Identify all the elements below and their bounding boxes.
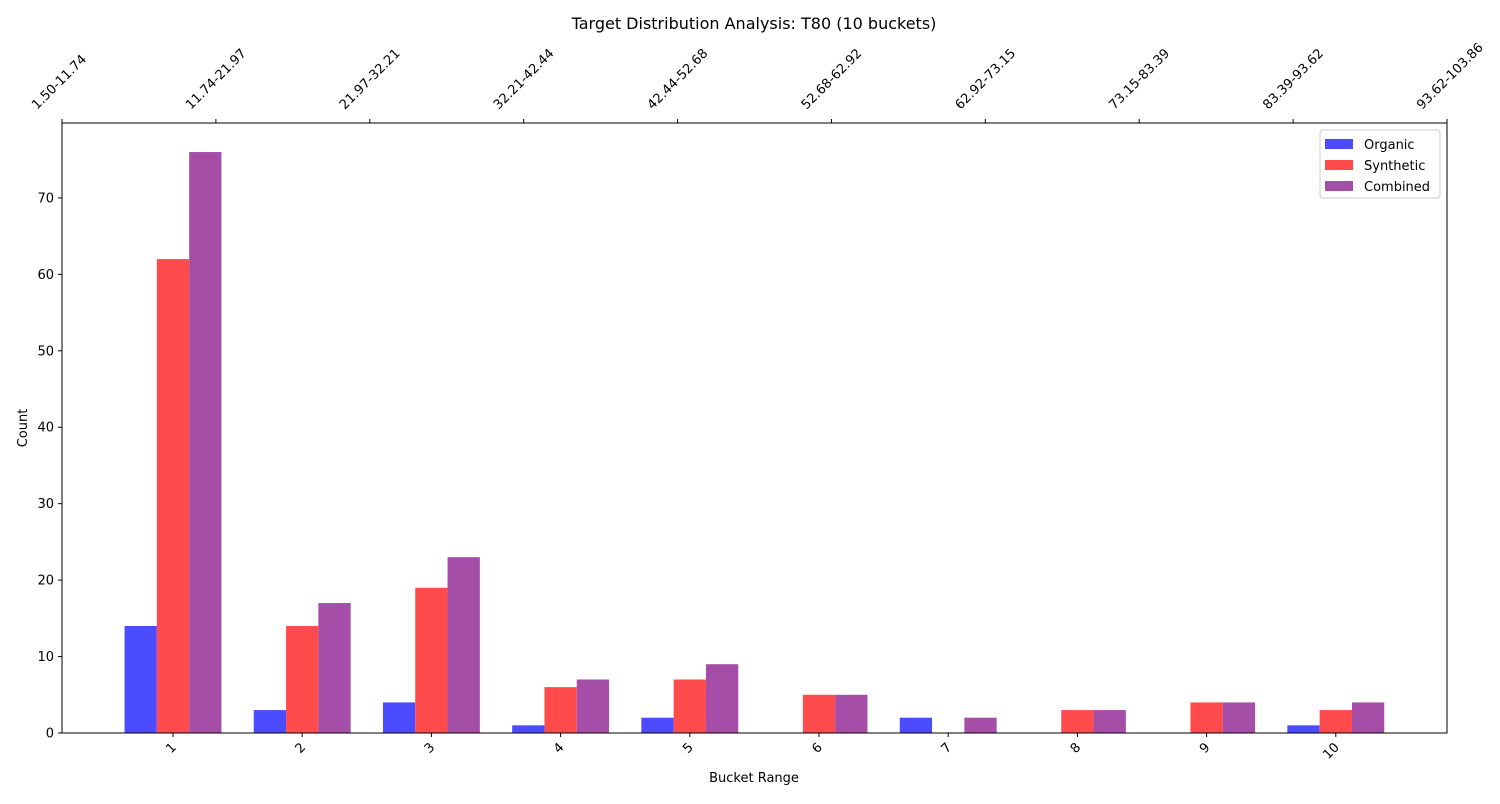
y-tick-label: 30	[37, 497, 54, 512]
top-tick-label: 83.39-93.62	[1260, 46, 1327, 113]
bars-group	[124, 152, 1385, 734]
top-tick-label: 11.74-21.97	[183, 46, 250, 113]
legend-label-combined: Combined	[1364, 180, 1430, 195]
x-tick-label: 6	[809, 740, 825, 756]
y-tick-label: 40	[37, 421, 54, 436]
x-tick-label: 9	[1197, 740, 1213, 756]
y-tick-label: 10	[37, 650, 54, 665]
bar-combined-10	[1351, 702, 1385, 733]
bar-synthetic-9	[1190, 702, 1223, 733]
legend-swatch-organic	[1325, 139, 1353, 149]
bar-combined-9	[1222, 702, 1256, 733]
bar-combined-2	[318, 603, 351, 733]
bar-combined-7	[964, 717, 997, 733]
x-tick-label: 2	[293, 740, 309, 756]
legend-swatch-combined	[1325, 181, 1353, 191]
y-tick-label: 50	[37, 344, 54, 359]
bar-combined-3	[447, 557, 480, 733]
bar-combined-6	[835, 694, 868, 733]
y-tick-label: 60	[37, 268, 54, 283]
y-tick-label: 70	[37, 191, 54, 206]
axes-group: 0 10 20 30 40 50 60 70 1 2 3 4 5 6 7 8 9 10 1.50-11.74 11.7…	[29, 40, 1486, 762]
bar-organic-10	[1287, 725, 1320, 733]
bar-synthetic-1	[156, 259, 190, 733]
bar-synthetic-4	[544, 687, 577, 733]
y-axis-label: Count	[16, 409, 31, 448]
x-tick-label: 10	[1320, 740, 1342, 762]
bar-organic-5	[641, 717, 674, 733]
top-tick-label: 52.68-62.92	[799, 46, 866, 113]
x-tick-label: 3	[422, 740, 438, 756]
top-tick-label: 93.62-103.86	[1414, 40, 1486, 112]
y-tick-label: 0	[46, 727, 54, 742]
top-tick-label: 1.50-11.74	[29, 52, 90, 113]
bar-organic-7	[899, 717, 933, 733]
legend-label-synthetic: Synthetic	[1364, 159, 1425, 174]
bar-synthetic-3	[415, 587, 448, 733]
bar-organic-2	[253, 710, 287, 733]
bar-combined-5	[705, 664, 739, 733]
x-tick-label: 1	[163, 740, 179, 756]
top-tick-label: 32.21-42.44	[491, 46, 558, 113]
x-tick-label: 4	[551, 740, 567, 756]
bar-combined-8	[1093, 710, 1126, 733]
top-tick-label: 62.92-73.15	[953, 46, 1020, 113]
plot-frame	[61, 122, 1448, 734]
bar-synthetic-2	[286, 625, 319, 733]
bar-combined-1	[189, 152, 222, 734]
bar-synthetic-6	[802, 694, 836, 733]
x-tick-label: 7	[939, 740, 955, 756]
x-axis-label: Bucket Range	[709, 771, 799, 786]
y-tick-label: 20	[37, 574, 54, 589]
bar-combined-4	[576, 679, 610, 733]
x-tick-label: 5	[680, 740, 696, 756]
x-tick-label: 8	[1068, 740, 1084, 756]
top-tick-label: 42.44-52.68	[645, 46, 712, 113]
legend: Organic Synthetic Combined	[1319, 129, 1441, 199]
chart-title: Target Distribution Analysis: T80 (10 bu…	[571, 14, 937, 33]
bar-organic-1	[124, 625, 157, 733]
legend-label-organic: Organic	[1364, 138, 1415, 153]
legend-swatch-synthetic	[1325, 160, 1353, 170]
top-tick-label: 73.15-83.39	[1106, 46, 1173, 113]
bar-organic-4	[512, 725, 545, 733]
bar-synthetic-5	[673, 679, 706, 733]
bar-synthetic-8	[1061, 710, 1094, 733]
bar-synthetic-10	[1319, 710, 1352, 733]
top-tick-label: 21.97-32.21	[337, 46, 404, 113]
bar-organic-3	[382, 702, 416, 733]
